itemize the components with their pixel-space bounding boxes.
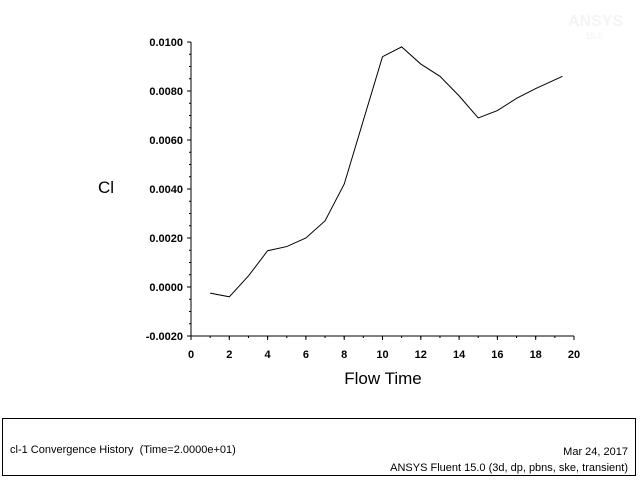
watermark-version-text: 15.0	[585, 31, 603, 41]
y-tick-label: 0.0040	[149, 184, 183, 196]
y-tick-label: 0.0080	[149, 86, 183, 98]
x-tick-label: 20	[568, 349, 580, 361]
ansys-logo-watermark: ANSYS 15.0	[568, 13, 624, 52]
y-axis-label: Cl	[98, 178, 114, 197]
x-tick-label: 6	[303, 349, 309, 361]
x-tick-label: 2	[226, 349, 232, 361]
x-axis-label: Flow Time	[344, 369, 421, 388]
x-tick-label: 18	[530, 349, 542, 361]
x-tick-label: 0	[188, 349, 194, 361]
y-tick-label: 0.0000	[149, 282, 183, 294]
x-tick-label: 8	[341, 349, 347, 361]
x-tick-label: 4	[265, 349, 272, 361]
cl-series-line	[210, 46, 563, 298]
x-tick-label: 12	[415, 349, 427, 361]
series-layer	[210, 46, 563, 298]
y-tick-label: 0.0100	[149, 37, 183, 49]
footer-date: Mar 24, 2017	[563, 446, 628, 458]
footer-software: ANSYS Fluent 15.0 (3d, dp, pbns, ske, tr…	[390, 462, 628, 474]
x-tick-label: 16	[491, 349, 503, 361]
x-tick-label: 14	[453, 349, 466, 361]
y-tick-label: 0.0060	[149, 135, 183, 147]
footer-info-box: cl-1 Convergence History (Time=2.0000e+0…	[2, 418, 636, 476]
y-tick-label: 0.0020	[149, 233, 183, 245]
y-tick-label: -0.0020	[146, 331, 183, 343]
footer-right-info: Mar 24, 2017 ANSYS Fluent 15.0 (3d, dp, …	[390, 444, 628, 476]
convergence-history-caption: cl-1 Convergence History (Time=2.0000e+0…	[10, 444, 236, 456]
watermark-logo-text: ANSYS	[568, 13, 624, 30]
convergence-plot: 0.0100 0.0080 0.0060 0.0040 0.0020 0.0000 -0.0…	[98, 37, 580, 388]
plot-ticks: 0.0100 0.0080 0.0060 0.0040 0.0020 0.0000 -0.0…	[146, 37, 580, 361]
x-tick-label: 10	[376, 349, 388, 361]
plot-axes	[190, 42, 574, 337]
